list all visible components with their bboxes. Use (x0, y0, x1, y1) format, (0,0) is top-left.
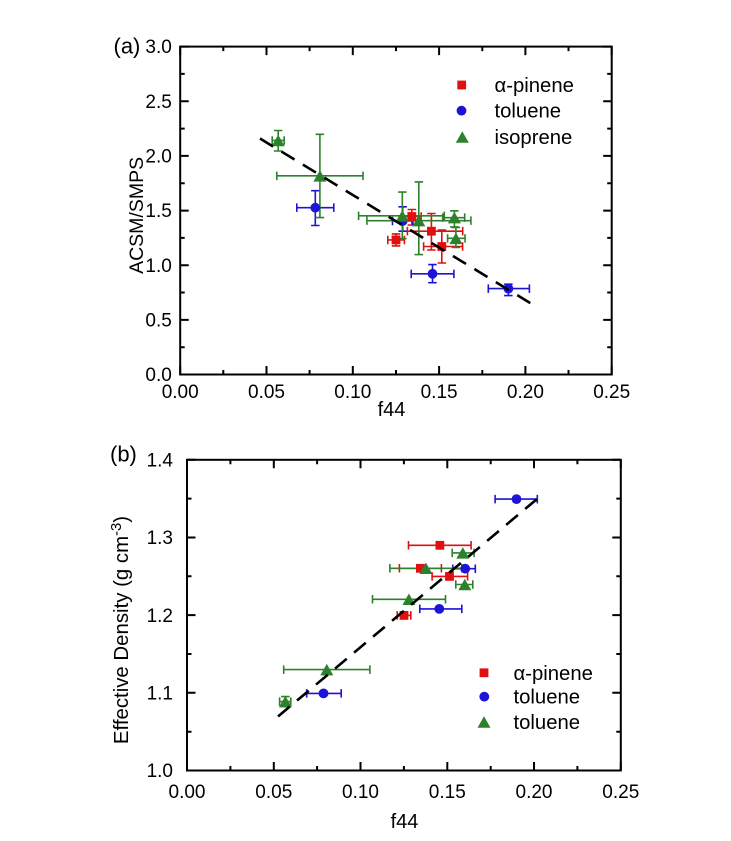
svg-text:1.5: 1.5 (145, 201, 171, 222)
svg-text:f44: f44 (391, 811, 419, 833)
svg-text:ACSM/SMPS: ACSM/SMPS (126, 157, 148, 274)
svg-text:0.10: 0.10 (334, 382, 371, 403)
svg-text:toluene: toluene (495, 101, 562, 123)
svg-text:1.3: 1.3 (147, 528, 173, 549)
svg-text:isoprene: isoprene (495, 127, 573, 149)
svg-text:α-pinene: α-pinene (495, 75, 574, 97)
svg-text:0.5: 0.5 (145, 311, 171, 332)
svg-text:toluene: toluene (514, 687, 581, 709)
svg-text:1.4: 1.4 (147, 450, 174, 471)
svg-text:0.15: 0.15 (421, 382, 458, 403)
svg-text:1.2: 1.2 (147, 606, 173, 627)
svg-text:2.5: 2.5 (145, 92, 171, 113)
svg-text:0.05: 0.05 (248, 382, 285, 403)
svg-text:(a): (a) (114, 33, 141, 58)
svg-text:(b): (b) (110, 442, 137, 467)
svg-text:3.0: 3.0 (145, 37, 171, 58)
svg-text:0.00: 0.00 (162, 382, 199, 403)
svg-text:0.25: 0.25 (593, 382, 630, 403)
svg-text:toluene: toluene (514, 712, 581, 734)
svg-text:0.05: 0.05 (255, 782, 292, 803)
svg-text:1.1: 1.1 (147, 683, 173, 704)
svg-text:2.0: 2.0 (145, 147, 171, 168)
svg-text:0.10: 0.10 (342, 782, 379, 803)
svg-text:f44: f44 (378, 399, 406, 421)
svg-text:0.20: 0.20 (516, 782, 553, 803)
svg-text:1.0: 1.0 (145, 256, 171, 277)
svg-text:0.20: 0.20 (507, 382, 544, 403)
svg-text:1.0: 1.0 (147, 761, 173, 782)
svg-text:0.00: 0.00 (169, 782, 206, 803)
svg-text:0.0: 0.0 (145, 365, 171, 386)
svg-text:0.15: 0.15 (429, 782, 466, 803)
svg-text:Effective Density (g cm-3): Effective Density (g cm-3) (109, 516, 133, 744)
svg-text:0.25: 0.25 (602, 782, 639, 803)
svg-text:α-pinene: α-pinene (514, 663, 593, 685)
